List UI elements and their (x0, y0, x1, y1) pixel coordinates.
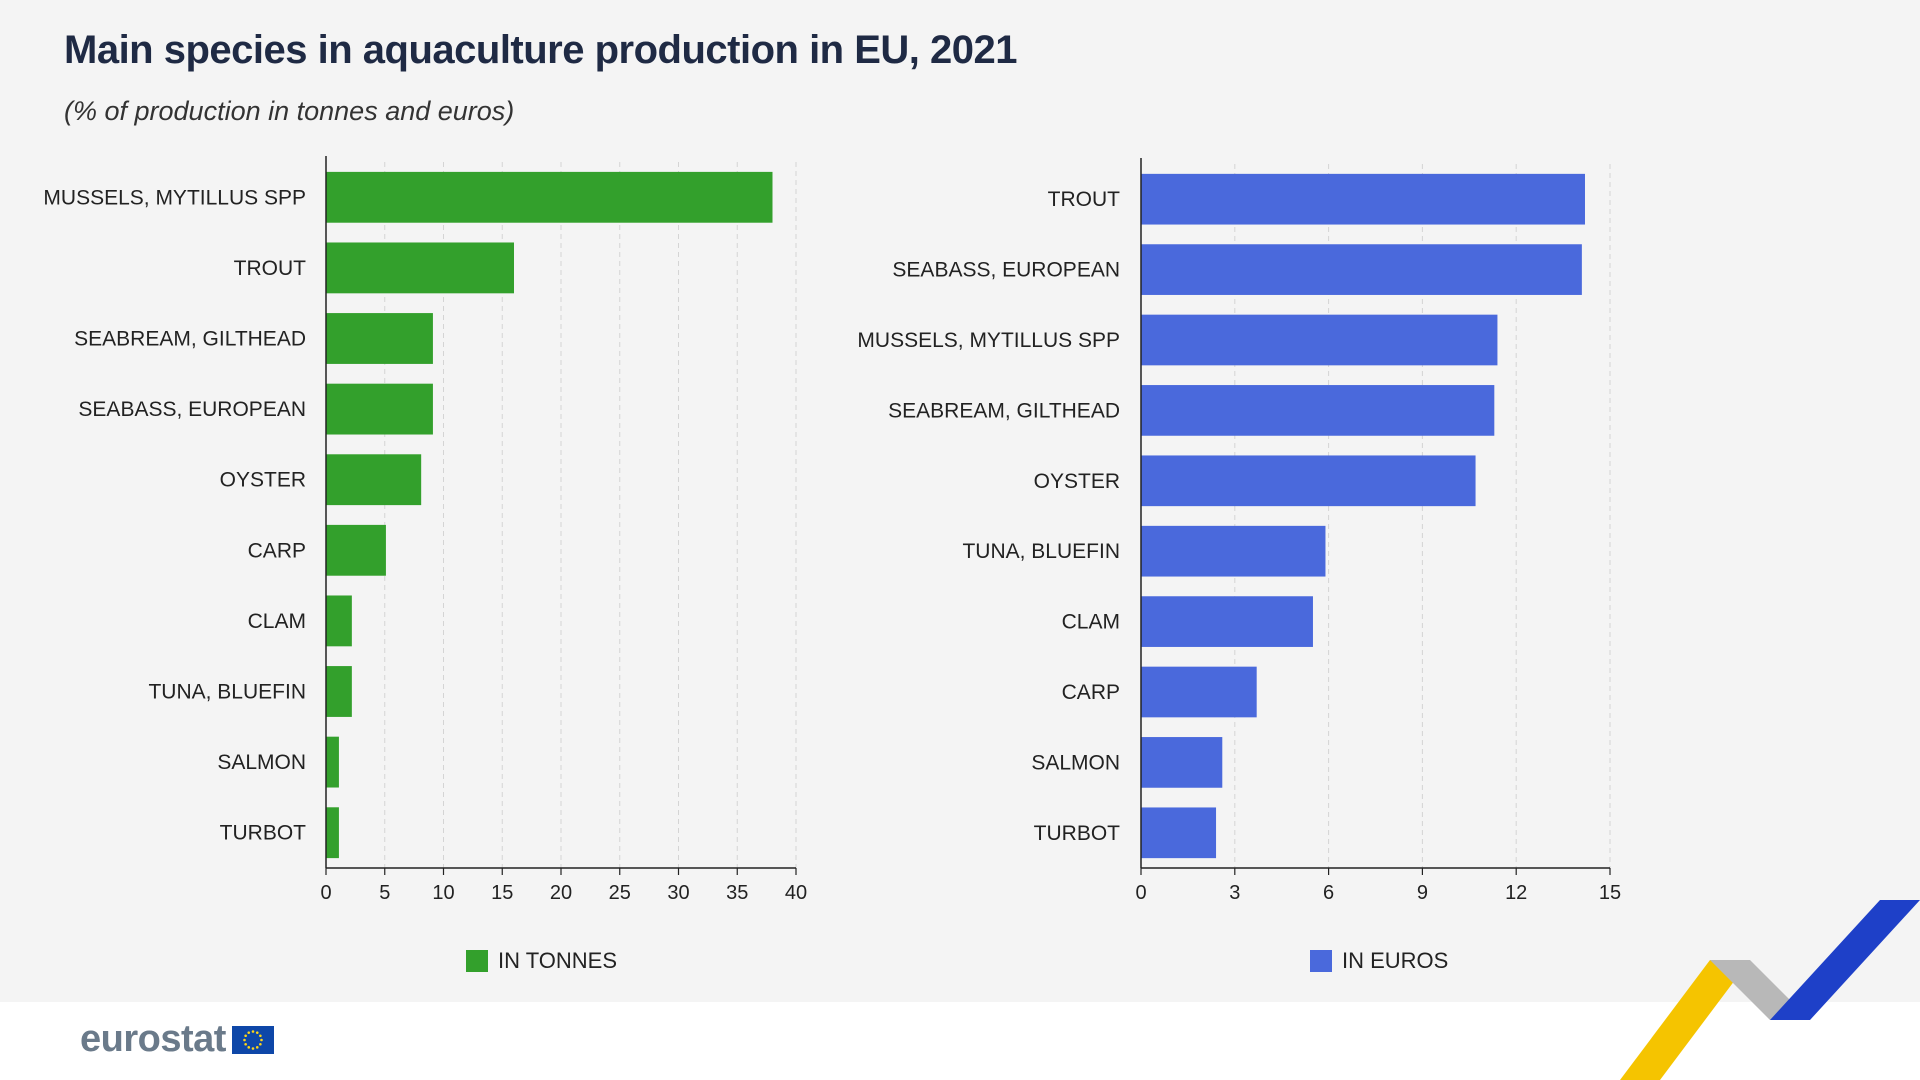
x-tick-label: 0 (1135, 882, 1146, 904)
legend-swatch-euros (1310, 950, 1332, 972)
page-title: Main species in aquaculture production i… (64, 28, 1018, 72)
x-tick-label: 15 (1599, 882, 1621, 904)
category-label: SEABASS, EUROPEAN (78, 398, 306, 421)
eurostat-logo: eurostat (80, 1018, 274, 1061)
legend-label-tonnes: IN TONNES (498, 948, 617, 973)
bar (326, 454, 422, 506)
flag-star (255, 1045, 259, 1049)
flag-star (251, 1046, 255, 1050)
category-label: TROUT (234, 257, 306, 280)
category-label: CLAM (1062, 611, 1120, 634)
x-tick-label: 35 (726, 882, 748, 904)
category-label: SEABREAM, GILTHEAD (888, 399, 1120, 422)
x-tick-label: 6 (1323, 882, 1334, 904)
bar (1141, 525, 1326, 577)
x-tick-label: 5 (379, 882, 390, 904)
x-tick-label: 12 (1505, 882, 1527, 904)
bar (1141, 244, 1582, 295)
bar (1141, 314, 1498, 366)
flag-star (251, 1029, 255, 1033)
bar (326, 595, 352, 647)
bar (1141, 807, 1217, 859)
bar (326, 313, 433, 364)
bar (326, 383, 433, 435)
bar (1141, 173, 1585, 225)
x-tick-label: 10 (432, 882, 454, 904)
decorative-corner-ribbon (1620, 900, 1920, 1080)
bar (1141, 455, 1476, 507)
bar (326, 666, 352, 717)
flag-star (247, 1030, 250, 1034)
x-tick-label: 20 (550, 882, 572, 904)
category-label: TROUT (1048, 188, 1120, 211)
category-label: OYSTER (1034, 470, 1120, 493)
category-label: SEABASS, EUROPEAN (892, 259, 1120, 282)
x-tick-label: 25 (609, 882, 631, 904)
chart-panel (0, 0, 1920, 1002)
flag-star (243, 1038, 246, 1041)
bar (1141, 737, 1223, 788)
bar (326, 171, 773, 223)
flag-star (244, 1033, 247, 1037)
bar (1141, 596, 1313, 647)
x-tick-label: 15 (491, 882, 513, 904)
legend-swatch-tonnes (466, 950, 488, 972)
logo-text: eurostat (80, 1018, 226, 1060)
x-tick-label: 0 (320, 882, 331, 904)
category-label: TURBOT (1034, 822, 1121, 845)
x-tick-label: 30 (667, 882, 689, 904)
category-label: CARP (248, 539, 306, 562)
flag-star (258, 1042, 262, 1046)
bar (1141, 666, 1257, 718)
category-label: CLAM (248, 610, 306, 633)
category-label: SEABREAM, GILTHEAD (74, 328, 306, 351)
flag-star (244, 1042, 247, 1046)
bar (326, 524, 386, 576)
flag-star (260, 1038, 263, 1041)
bar (1141, 385, 1495, 436)
bar (326, 807, 339, 859)
category-label: SALMON (217, 751, 306, 774)
category-label: MUSSELS, MYTILLUS SPP (43, 186, 306, 209)
eu-flag-icon (231, 1025, 274, 1054)
legend-euros: IN EUROS (1310, 948, 1448, 974)
category-label: CARP (1062, 681, 1120, 704)
category-label: MUSSELS, MYTILLUS SPP (857, 329, 1120, 352)
flag-star (247, 1045, 250, 1049)
bar (326, 242, 514, 294)
bar (326, 736, 339, 788)
category-label: TUNA, BLUEFIN (962, 540, 1120, 563)
x-tick-label: 9 (1417, 882, 1428, 904)
euros-bar-chart: TROUT SEABASS, EUROPEAN MUSSELS, MYTILLUS … (857, 158, 1621, 904)
page-subtitle: (% of production in tonnes and euros) (64, 96, 515, 126)
flag-star (255, 1030, 259, 1034)
category-label: SALMON (1031, 751, 1120, 774)
x-tick-label: 40 (785, 882, 807, 904)
flag-star (258, 1033, 262, 1037)
category-label: TUNA, BLUEFIN (148, 681, 306, 704)
legend-label-euros: IN EUROS (1342, 948, 1449, 973)
category-label: TURBOT (220, 822, 307, 845)
category-label: OYSTER (220, 469, 306, 492)
legend-tonnes: IN TONNES (466, 948, 617, 974)
tonnes-bar-chart: MUSSELS, MYTILLUS SPP TROUT SEABREAM, GILT… (43, 156, 807, 904)
x-tick-label: 3 (1229, 882, 1240, 904)
